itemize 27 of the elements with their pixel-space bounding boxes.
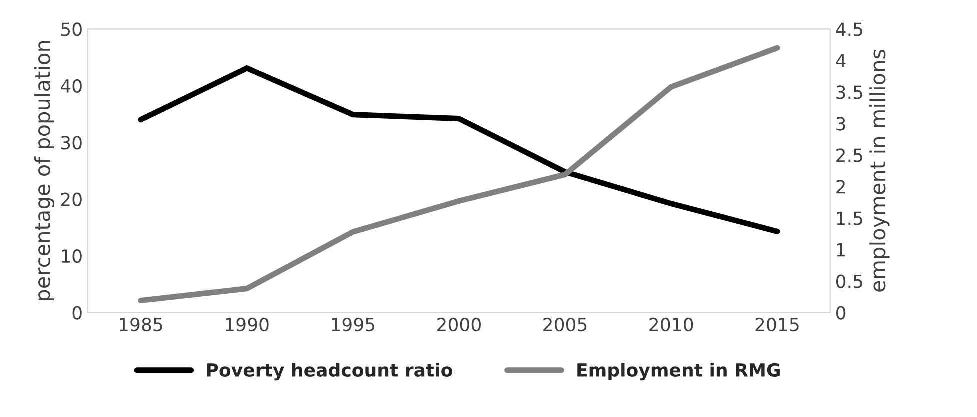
x-tick-label: 1985: [120, 318, 162, 332]
y-axis-title: percentage of population: [34, 41, 55, 300]
x-tick-label: 2000: [438, 318, 481, 332]
y2-tick-label: 2.5: [836, 148, 862, 162]
legend-label: Employment in RMG: [578, 363, 780, 381]
y2-tick-label: 3.5: [836, 86, 862, 100]
x-tick-label: 1990: [226, 318, 269, 332]
y-tick-label: 0: [72, 306, 82, 320]
x-tick-label: 2005: [544, 318, 587, 332]
y2-tick-label: 4: [836, 54, 846, 68]
y-tick-label: 40: [60, 79, 82, 94]
y2-axis-title: employment in millions: [870, 50, 890, 292]
y-tick-label: 10: [62, 249, 82, 264]
y2-tick-label: 1.5: [837, 212, 862, 226]
x-tick-label: 2010: [650, 318, 694, 332]
y-tick-label: 20: [61, 192, 82, 206]
y2-tick-label: 4.5: [836, 22, 862, 36]
y2-tick-label: 3: [836, 117, 846, 131]
y-tick-label: 30: [61, 136, 82, 150]
y-tick-label: 50: [61, 22, 82, 36]
y2-tick-label: 0: [836, 306, 846, 320]
y2-tick-label: 0.5: [836, 274, 862, 288]
y2-tick-label: 2: [836, 180, 845, 194]
y2-tick-label: 1: [837, 243, 846, 257]
x-tick-label: 1995: [332, 318, 375, 332]
legend-label: Poverty headcount ratio: [207, 363, 452, 381]
x-tick-label: 2015: [756, 318, 799, 332]
